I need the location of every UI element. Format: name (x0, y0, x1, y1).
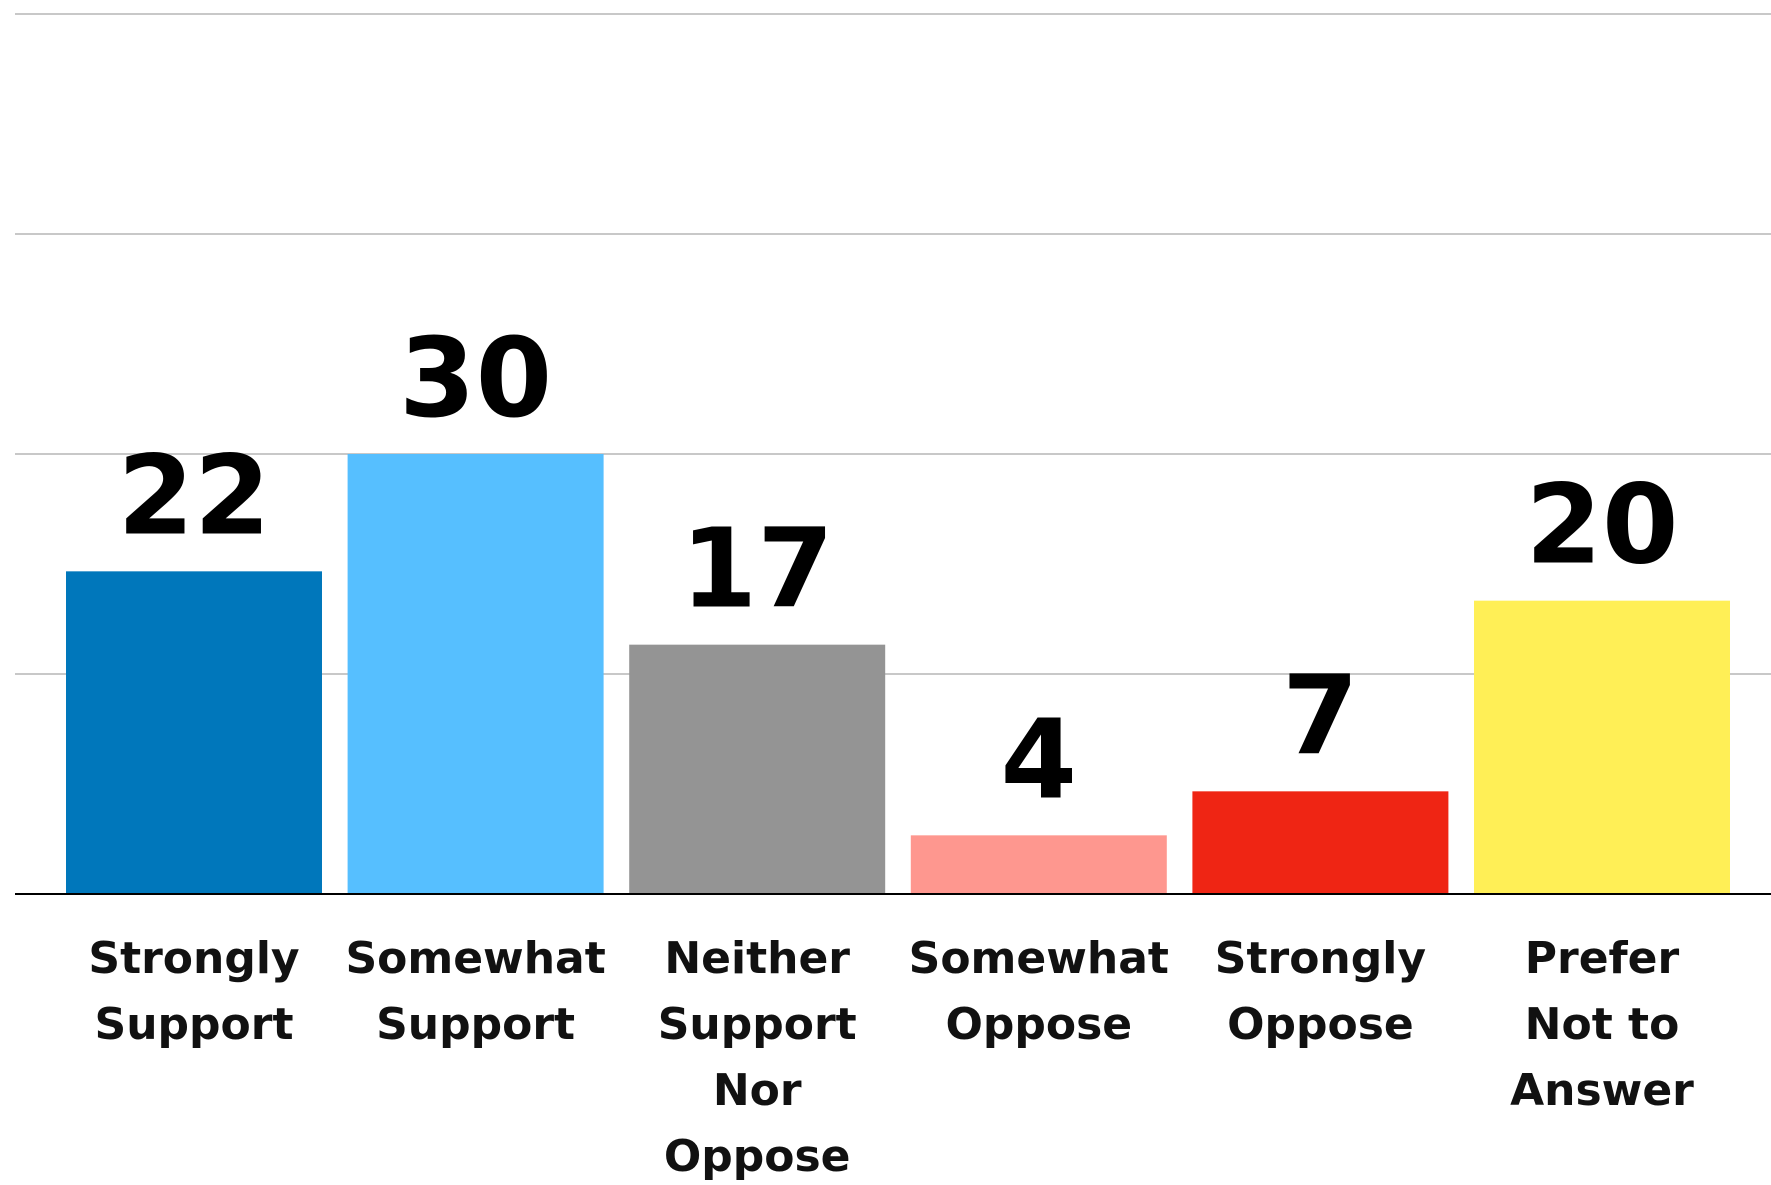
bar-0 (66, 571, 322, 894)
value-labels: 22 30 17 4 7 20 (117, 314, 1678, 823)
bar-2 (629, 644, 886, 894)
bar-4 (1192, 791, 1449, 894)
category-label-line: Support (95, 999, 294, 1050)
bar-value-label-0: 22 (117, 431, 270, 559)
category-label-line: Not to (1525, 999, 1680, 1050)
bar-1 (347, 454, 604, 894)
category-label-line: Prefer (1525, 933, 1680, 984)
category-label-line: Oppose (664, 1131, 851, 1182)
category-label-line: Oppose (1227, 999, 1414, 1050)
category-label-line: Strongly (88, 933, 299, 984)
bar-3 (910, 835, 1167, 894)
category-label-line: Strongly (1215, 933, 1426, 984)
category-label-2: Neither Support Nor Oppose (658, 933, 857, 1182)
category-label-line: Nor (713, 1065, 802, 1116)
category-label-line: Answer (1510, 1065, 1694, 1116)
bar-value-label-4: 7 (1282, 651, 1359, 779)
bar-5 (1474, 600, 1730, 894)
category-label-line: Oppose (945, 999, 1132, 1050)
category-label-3: Somewhat Oppose (909, 933, 1169, 1050)
category-labels: Strongly Support Somewhat Support Neither Sup… (88, 933, 1694, 1182)
bar-value-label-5: 20 (1525, 461, 1678, 589)
bars (66, 454, 1730, 894)
category-label-line: Support (658, 999, 857, 1050)
bar-value-label-1: 30 (399, 314, 552, 442)
category-label-line: Support (376, 999, 575, 1050)
category-label-line: Somewhat (909, 933, 1169, 984)
category-label-1: Somewhat Support (345, 933, 605, 1050)
category-label-0: Strongly Support (88, 933, 299, 1050)
category-label-line: Neither (664, 933, 850, 984)
category-label-4: Strongly Oppose (1215, 933, 1426, 1050)
category-label-line: Somewhat (345, 933, 605, 984)
category-label-5: Prefer Not to Answer (1510, 933, 1694, 1116)
bar-value-label-3: 4 (1001, 695, 1078, 823)
bar-value-label-2: 17 (681, 505, 834, 633)
